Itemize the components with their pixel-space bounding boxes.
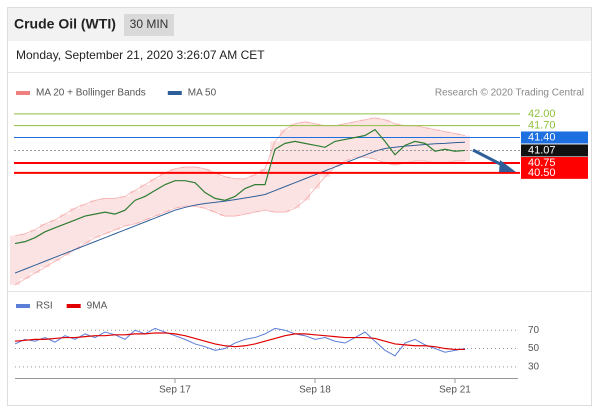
interval: 30 MIN bbox=[130, 17, 169, 31]
bollinger-band bbox=[160, 172, 170, 213]
level-label: 41.70 bbox=[528, 120, 556, 132]
bollinger-band bbox=[190, 166, 200, 207]
bollinger-band bbox=[280, 129, 290, 213]
bollinger-band bbox=[60, 214, 70, 256]
interval-badge bbox=[124, 14, 174, 36]
bollinger-band bbox=[90, 200, 100, 238]
bollinger-band bbox=[10, 235, 20, 285]
level-label: 41.40 bbox=[528, 131, 556, 143]
bollinger-band bbox=[200, 168, 210, 209]
level-label: 42.00 bbox=[528, 108, 556, 120]
level-label: 40.75 bbox=[528, 157, 556, 169]
level-box bbox=[521, 144, 588, 157]
bollinger-band bbox=[120, 196, 130, 226]
x-tick-label: Sep 21 bbox=[439, 385, 471, 396]
bollinger-band bbox=[290, 123, 300, 209]
header-bar bbox=[8, 8, 591, 41]
bollinger-band bbox=[340, 123, 350, 162]
bollinger-band bbox=[220, 176, 230, 217]
credit: Research © 2020 Trading Central bbox=[435, 88, 584, 99]
bollinger-band bbox=[320, 125, 330, 177]
frame bbox=[7, 7, 592, 406]
bollinger-band bbox=[140, 184, 150, 221]
bollinger-band bbox=[440, 131, 450, 164]
band-upper bbox=[14, 117, 466, 237]
bollinger-band bbox=[210, 172, 220, 213]
bollinger-band bbox=[310, 123, 320, 189]
bollinger-band bbox=[270, 141, 280, 213]
bollinger-band bbox=[170, 168, 180, 209]
x-tick-label: Sep 17 bbox=[159, 385, 191, 396]
legend-swatch bbox=[16, 91, 30, 95]
legend-label: MA 50 bbox=[188, 88, 217, 99]
legend-swatch bbox=[167, 91, 182, 95]
forecast-arrowhead bbox=[499, 160, 516, 172]
bollinger-band bbox=[70, 208, 80, 250]
bollinger-band bbox=[150, 178, 160, 217]
bollinger-band bbox=[400, 125, 410, 164]
bollinger-band bbox=[360, 119, 370, 158]
bollinger-band bbox=[410, 125, 420, 162]
bollinger-band bbox=[370, 117, 380, 160]
bollinger-band bbox=[250, 174, 260, 213]
bollinger-band bbox=[30, 229, 40, 274]
legend-label: RSI bbox=[36, 301, 53, 312]
x-tick-label: Sep 18 bbox=[299, 385, 331, 396]
bollinger-band bbox=[300, 121, 310, 201]
bollinger-band bbox=[260, 168, 270, 211]
bollinger-band bbox=[330, 125, 340, 167]
legend-swatch bbox=[66, 304, 81, 308]
level-box bbox=[521, 166, 588, 179]
legend-label: MA 20 + Bollinger Bands bbox=[36, 88, 146, 99]
bollinger-band bbox=[100, 198, 110, 234]
bollinger-band bbox=[390, 123, 400, 165]
bollinger-band bbox=[50, 220, 60, 262]
bollinger-band bbox=[40, 223, 50, 268]
bollinger-band bbox=[20, 233, 30, 279]
y-tick-label: 50 bbox=[528, 343, 540, 354]
bollinger-band bbox=[80, 204, 90, 244]
y-tick-label: 30 bbox=[528, 361, 540, 372]
bollinger-band bbox=[430, 129, 440, 164]
y-tick-label: 70 bbox=[528, 325, 540, 336]
instrument-title: Crude Oil (WTI) bbox=[14, 16, 116, 32]
level-label: 41.07 bbox=[528, 144, 556, 156]
level-box bbox=[521, 131, 588, 144]
indicator-line bbox=[14, 332, 465, 351]
bollinger-band bbox=[230, 178, 240, 217]
legend-label: 9MA bbox=[87, 301, 108, 312]
bollinger-band bbox=[240, 178, 250, 215]
price-line bbox=[14, 128, 466, 245]
bollinger-band bbox=[130, 190, 140, 224]
timestamp: Monday, September 21, 2020 3:26:07 AM CE… bbox=[16, 48, 265, 62]
bollinger-band bbox=[460, 135, 470, 162]
bollinger-band bbox=[350, 121, 360, 158]
legend-swatch bbox=[16, 304, 30, 308]
level-label: 40.50 bbox=[528, 167, 556, 179]
bollinger-band bbox=[450, 133, 460, 162]
bollinger-band bbox=[180, 166, 190, 207]
level-box bbox=[521, 157, 588, 170]
